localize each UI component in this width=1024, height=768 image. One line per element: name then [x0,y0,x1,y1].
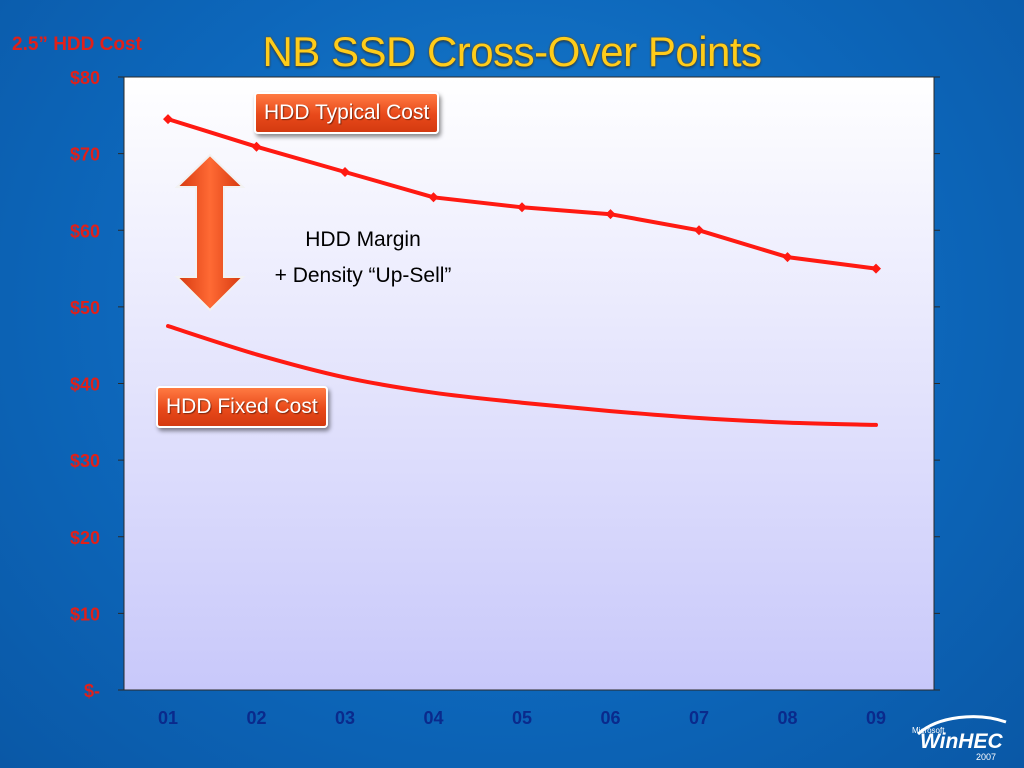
y-axis-title: 2.5” HDD Cost [12,34,142,55]
y-tick-label: $60 [70,221,100,241]
x-tick-label: 03 [335,708,355,728]
y-tick-label: $70 [70,145,100,165]
x-tick-label: 06 [600,708,620,728]
data-point-marker [605,209,616,220]
logo-swoosh-icon [916,715,1007,736]
data-point-marker [428,192,439,203]
hdd-fixed-cost-callout: HDD Fixed Cost [156,386,328,428]
hdd-margin-note: HDD Margin + Density “Up-Sell” [250,222,476,294]
x-tick-label: 02 [246,708,266,728]
logo-year-text: 2007 [976,752,997,762]
x-tick-label: 04 [423,708,443,728]
data-point-marker [694,225,704,236]
data-point-marker [782,252,793,263]
slide-title: NB SSD Cross-Over Points [262,28,762,75]
data-point-marker [163,114,173,125]
winhec-logo: Microsoft WinHEC 2007 [908,712,1012,762]
y-tick-label: $20 [70,528,100,548]
x-tick-label: 07 [689,708,709,728]
x-tick-label: 08 [777,708,797,728]
x-tick-label: 05 [512,708,532,728]
data-point-marker [871,263,881,274]
data-point-marker [340,167,350,178]
y-tick-label: $10 [70,604,100,624]
hdd-typical-cost-callout: HDD Typical Cost [254,92,440,134]
logo-winhec-text: WinHEC [920,730,1003,753]
data-point-marker [517,202,527,213]
x-tick-label: 09 [866,708,886,728]
y-tick-label: $80 [70,68,100,88]
y-tick-label: $40 [70,375,100,395]
margin-note-line-1: HDD Margin [305,228,421,251]
double-arrow-icon [174,153,246,312]
plot-area [123,76,935,691]
logo-microsoft-text: Microsoft [912,726,945,735]
y-tick-label: $- [84,681,100,701]
series-line-hdd-fixed-cost [166,324,878,427]
y-tick-label: $50 [70,298,100,318]
data-point-marker [251,141,262,152]
y-tick-label: $30 [70,451,100,471]
x-tick-label: 01 [158,708,178,728]
margin-note-line-2: + Density “Up-Sell” [274,264,452,287]
